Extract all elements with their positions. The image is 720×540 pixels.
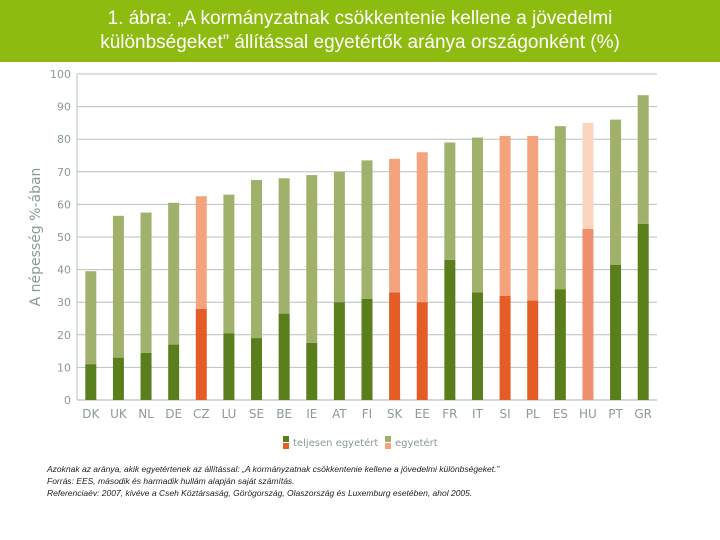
bar-ee-egyetert [416,152,428,303]
bar-ie-egyetert [306,175,318,343]
title-line-1: 1. ábra: „A kormányzatnak csökkentenie k… [107,8,613,29]
bar-pl-teljesen-egyetert [527,300,539,400]
y-tick-label: 0 [64,394,71,407]
bar-at-teljesen-egyetert [333,302,345,400]
bar-es-teljesen-egyetert [554,289,566,400]
bar-fr-teljesen-egyetert [444,259,456,400]
x-tick-label: SI [500,407,511,421]
bar-it-teljesen-egyetert [471,292,483,400]
bar-be-teljesen-egyetert [278,313,290,400]
bar-si-teljesen-egyetert [499,295,511,400]
bar-es-egyetert [554,126,566,290]
x-tick-label: FR [442,407,457,421]
bar-sk-teljesen-egyetert [389,292,401,400]
legend-swatch [385,443,391,449]
x-tick-label: FI [362,407,372,421]
bar-ie-teljesen-egyetert [306,342,318,400]
bar-de-egyetert [168,202,180,345]
y-tick-label: 70 [57,166,71,179]
x-tick-label: UK [110,407,128,421]
footnote-source: Forrás: EES, második és harmadik hullám … [47,476,295,486]
legend-label: egyetért [395,437,438,449]
x-tick-label: PL [526,407,540,421]
bar-gr-egyetert [637,95,649,224]
y-axis-title: A népesség %-ában [28,168,44,307]
x-tick-label: AT [332,407,347,421]
bar-hu-egyetert [582,122,594,229]
legend-swatch [283,436,289,442]
x-tick-label: DK [82,407,100,421]
bar-gr-teljesen-egyetert [637,223,649,400]
bar-at-egyetert [333,171,345,303]
bar-se-egyetert [251,179,263,339]
legend-swatch [283,443,289,449]
y-tick-label: 60 [57,198,71,211]
stacked-bar-chart: 0 10 20 30 40 50 60 70 80 90 100 A népesség %-ában D… [28,68,657,449]
x-tick-label: BE [276,407,292,421]
x-tick-label: PT [608,407,623,421]
x-tick-label: HU [579,407,597,421]
chart-title: 1. ábra: „A kormányzatnak csökkentenie k… [100,7,620,55]
y-tick-label: 10 [57,361,71,374]
y-tick-label: 50 [57,231,71,244]
bar-uk-egyetert [112,215,124,358]
bar-pt-teljesen-egyetert [610,264,622,400]
bar-nl-egyetert [140,212,152,353]
x-tick-label: SE [249,407,264,421]
y-tick-label: 40 [57,264,71,277]
x-tick-label: IE [306,407,317,421]
bar-hu-teljesen-egyetert [582,228,594,400]
legend-swatch [385,436,391,442]
x-tick-label: EE [415,407,430,421]
bar-lu-teljesen-egyetert [223,333,235,400]
x-tick-label: SK [387,407,404,421]
y-tick-label: 20 [57,329,71,342]
bar-be-egyetert [278,178,290,314]
bar-cz-egyetert [195,196,207,309]
x-tick-label: CZ [193,407,210,421]
bar-dk-egyetert [85,271,97,365]
bar-si-egyetert [499,135,511,296]
bar-fi-egyetert [361,160,373,299]
bar-ee-teljesen-egyetert [416,302,428,400]
bar-cz-teljesen-egyetert [195,308,207,400]
footnote: Azoknak az aránya, akik egyetértenek az … [47,463,687,499]
bar-fr-egyetert [444,142,456,260]
bar-se-teljesen-egyetert [251,338,263,400]
y-tick-label: 100 [50,68,71,81]
title-line-2: különbségeket” állítással egyetértők ará… [100,32,620,53]
x-tick-label: GR [634,407,652,421]
bar-it-egyetert [471,137,483,293]
footnote-reference-year: Referenciaév: 2007, kivéve a Cseh Köztár… [47,488,473,498]
bar-nl-teljesen-egyetert [140,352,152,400]
bar-de-teljesen-egyetert [168,344,180,400]
x-tick-label: DE [165,407,182,421]
y-tick-label: 90 [57,101,71,114]
bar-pt-egyetert [610,119,622,265]
bar-sk-egyetert [389,158,401,293]
bar-lu-egyetert [223,194,235,334]
title-banner: 1. ábra: „A kormányzatnak csökkentenie k… [0,0,720,62]
footnote-definition: Azoknak az aránya, akik egyetértenek az … [47,464,500,474]
bar-uk-teljesen-egyetert [112,357,124,400]
bar-dk-teljesen-egyetert [85,364,97,400]
legend-label: teljesen egyetért [293,437,378,449]
x-tick-label: IT [472,407,484,421]
y-tick-label: 80 [57,133,71,146]
bar-pl-egyetert [527,135,539,301]
y-tick-label: 30 [57,296,71,309]
legend: teljesen egyetért egyetért [283,436,438,449]
x-tick-label: ES [553,407,568,421]
x-tick-label: LU [221,407,236,421]
bar-fi-teljesen-egyetert [361,298,373,400]
x-tick-label: NL [138,407,154,421]
